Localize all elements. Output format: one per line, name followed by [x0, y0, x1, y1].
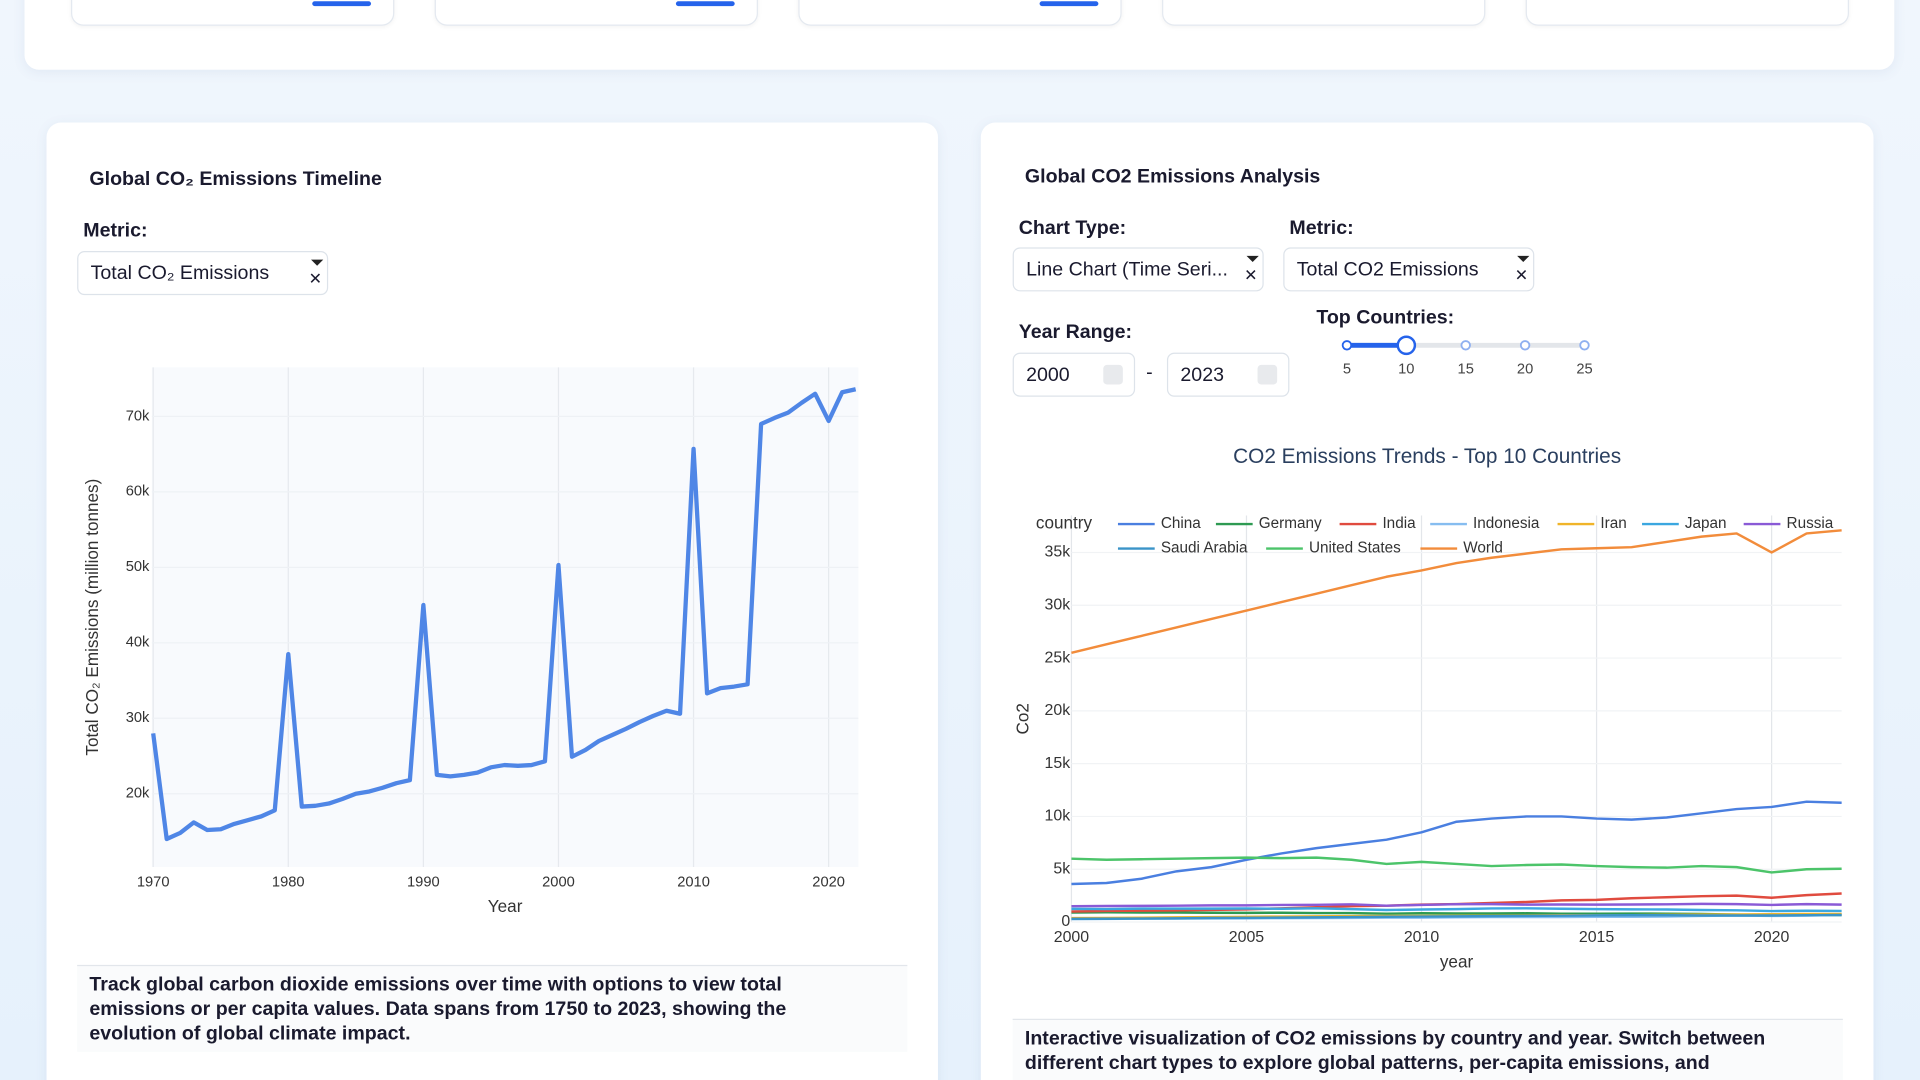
y-tick-label: 5k — [1053, 860, 1070, 877]
x-tick-label: 1990 — [407, 875, 440, 891]
year-range-label: Year Range: — [1018, 322, 1133, 343]
y-tick-label: 30k — [126, 710, 150, 726]
y-tick-label: 70k — [126, 408, 150, 424]
y-tick-label: 15k — [1045, 755, 1071, 772]
legend-label: Germany — [1259, 515, 1322, 532]
x-axis-title: Year — [488, 896, 523, 916]
data-line — [1071, 529, 1842, 654]
panel-title: Global CO₂ Emissions Timeline — [89, 168, 382, 190]
range-separator: - — [1146, 362, 1153, 384]
y-tick-label: 0 — [1061, 913, 1070, 930]
plot-area — [1071, 515, 1842, 923]
y-tick-label: 40k — [126, 635, 150, 651]
data-line — [1071, 856, 1842, 874]
card — [1525, 0, 1849, 26]
card — [798, 0, 1122, 26]
legend-label: Indonesia — [1473, 515, 1540, 532]
chart-type-label: Chart Type: — [1018, 217, 1127, 239]
metric-label: Metric: — [1289, 217, 1354, 239]
y-tick-label: 25k — [1045, 649, 1071, 666]
slider-label: Top Countries: — [1316, 307, 1455, 329]
x-tick-label: 2010 — [1404, 929, 1440, 946]
x-tick-label: 2005 — [1229, 929, 1265, 946]
x-tick-label: 2010 — [677, 875, 710, 891]
metric-dropdown[interactable]: Total CO₂ Emissions ✕ — [77, 251, 329, 296]
slider-dot — [1341, 340, 1353, 351]
y-axis-title: Total CO₂ Emissions (million tonnes) — [82, 479, 102, 756]
metric-label: Metric: — [83, 220, 148, 242]
y-tick-label: 10k — [1045, 808, 1071, 825]
slider-mark-label: 5 — [1343, 362, 1351, 378]
y-tick-label: 20k — [1045, 702, 1071, 719]
slider-mark-label: 25 — [1576, 362, 1592, 378]
data-line — [1071, 800, 1842, 886]
chart-type-dropdown[interactable]: Line Chart (Time Seri... ✕ — [1012, 247, 1264, 292]
legend-label: United States — [1309, 540, 1401, 557]
slider-mark-label: 10 — [1398, 362, 1414, 378]
dropdown-value: Total CO2 Emissions — [1296, 259, 1479, 281]
data-line — [1071, 907, 1842, 913]
description-box — [77, 964, 908, 1052]
plot-area — [151, 367, 859, 867]
year-to-input[interactable]: 2023 — [1166, 352, 1290, 397]
x-tick-label: 1970 — [137, 875, 170, 891]
x-tick-label: 2000 — [542, 875, 575, 891]
slider-dot — [1519, 340, 1531, 351]
x-axis-title: year — [1440, 951, 1474, 971]
panel-title: Global CO2 Emissions Analysis — [1024, 166, 1321, 188]
input-value: 2000 — [1026, 364, 1070, 386]
slider-dot — [1579, 340, 1590, 351]
y-tick-label: 30k — [1045, 596, 1071, 613]
slider-handle[interactable] — [1396, 335, 1417, 356]
x-tick-label: 2020 — [1754, 929, 1790, 946]
y-tick-label: 60k — [126, 484, 150, 500]
legend-label: Iran — [1600, 515, 1626, 532]
card — [1162, 0, 1486, 26]
card — [71, 0, 395, 26]
year-from-input[interactable]: 2000 — [1012, 352, 1136, 397]
description: Interactive visualization of CO2 emissio… — [1024, 1028, 1766, 1074]
data-line — [1071, 902, 1842, 908]
legend-label: Saudi Arabia — [1161, 540, 1248, 557]
description: Track global carbon dioxide emissions ov… — [89, 974, 787, 1045]
description-box — [1012, 1018, 1843, 1080]
legend-label: India — [1382, 515, 1416, 532]
card — [434, 0, 758, 26]
y-tick-label: 20k — [126, 786, 150, 802]
x-tick-label: 1980 — [272, 875, 305, 891]
legend-title: country — [1036, 513, 1093, 533]
x-tick-label: 2020 — [812, 875, 845, 891]
slider-dot — [1460, 340, 1471, 351]
data-line — [151, 387, 857, 842]
data-line — [1071, 913, 1842, 921]
legend-label: Russia — [1787, 515, 1834, 532]
slider-mark-label: 20 — [1517, 362, 1533, 378]
x-tick-label: 2015 — [1579, 929, 1615, 946]
slider-mark-label: 15 — [1458, 362, 1474, 378]
input-value: 2023 — [1180, 364, 1224, 386]
y-axis-title: Co2 — [1013, 703, 1033, 734]
legend-label: Japan — [1685, 515, 1727, 532]
x-tick-label: 2000 — [1054, 929, 1090, 946]
dropdown-value: Line Chart (Time Seri... — [1026, 259, 1228, 281]
metric-dropdown[interactable]: Total CO2 Emissions ✕ — [1283, 247, 1535, 292]
y-tick-label: 35k — [1045, 544, 1071, 561]
chart-title: CO2 Emissions Trends - Top 10 Countries — [1233, 445, 1621, 468]
legend-label: World — [1463, 540, 1503, 557]
y-tick-label: 50k — [126, 559, 150, 575]
legend-label: China — [1161, 515, 1201, 532]
dropdown-value: Total CO₂ Emissions — [90, 263, 270, 285]
